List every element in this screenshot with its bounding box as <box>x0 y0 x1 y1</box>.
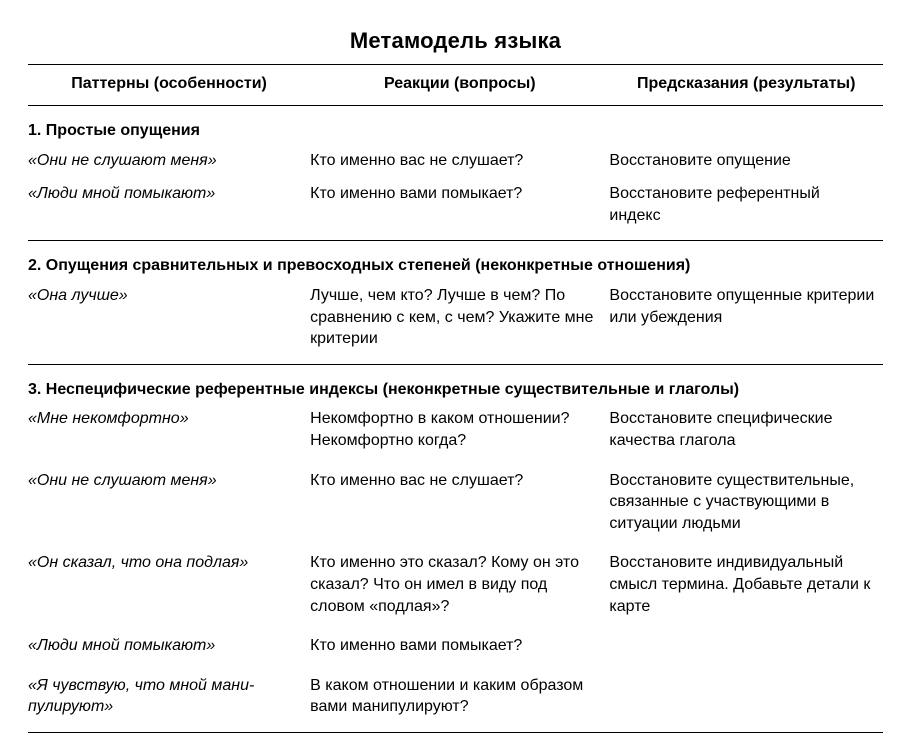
s3-r3-prediction: Восстановите индивидуаль­ный смысл терми… <box>609 540 883 623</box>
s1-r1-reaction: Кто именно вас не слушает? <box>310 148 609 178</box>
s3-r4-reaction: Кто именно вами помыкает? <box>310 623 609 663</box>
s3-r4-prediction <box>609 623 883 663</box>
s3-r5-prediction <box>609 663 883 733</box>
s3-r2-pattern: «Они не слушают меня» <box>28 458 310 541</box>
section-3-heading: 3. Неспецифические референтные индексы (… <box>28 364 883 406</box>
col-header-patterns: Паттерны (особенности) <box>28 65 310 106</box>
page-title: Метамодель языка <box>28 28 883 54</box>
s1-r2-prediction: Восстановите референтный индекс <box>609 177 883 241</box>
s2-r1-pattern: «Она лучше» <box>28 283 310 364</box>
col-header-predictions: Предсказания (результаты) <box>609 65 883 106</box>
s3-r1-reaction: Некомфортно в каком отноше­нии? Некомфор… <box>310 406 609 457</box>
s1-r1-pattern: «Они не слушают меня» <box>28 148 310 178</box>
s3-r4-pattern: «Люди мной помыкают» <box>28 623 310 663</box>
s3-r5-reaction: В каком отношении и каким образом вами м… <box>310 663 609 733</box>
col-header-reactions: Реакции (вопросы) <box>310 65 609 106</box>
s3-r1-pattern: «Мне некомфортно» <box>28 406 310 457</box>
s3-r2-prediction: Восстановите существитель­ные, связанные… <box>609 458 883 541</box>
s3-r3-pattern: «Он сказал, что она подлая» <box>28 540 310 623</box>
section-2-heading: 2. Опущения сравнительных и превосходных… <box>28 241 883 283</box>
s2-r1-prediction: Восстановите опущенные критерии или убеж… <box>609 283 883 364</box>
s1-r1-prediction: Восстановите опущение <box>609 148 883 178</box>
s3-r5-pattern: «Я чувствую, что мной мани­пулируют» <box>28 663 310 733</box>
s2-r1-reaction: Лучше, чем кто? Лучше в чем? По сравнени… <box>310 283 609 364</box>
s1-r2-pattern: «Люди мной помыкают» <box>28 177 310 241</box>
s3-r3-reaction: Кто именно это сказал? Кому он это сказа… <box>310 540 609 623</box>
section-1-heading: 1. Простые опущения <box>28 106 883 148</box>
s3-r2-reaction: Кто именно вас не слушает? <box>310 458 609 541</box>
s1-r2-reaction: Кто именно вами помыкает? <box>310 177 609 241</box>
metamodel-table: Паттерны (особенности) Реакции (вопросы)… <box>28 64 883 733</box>
s3-r1-prediction: Восстановите специфические качества глаг… <box>609 406 883 457</box>
